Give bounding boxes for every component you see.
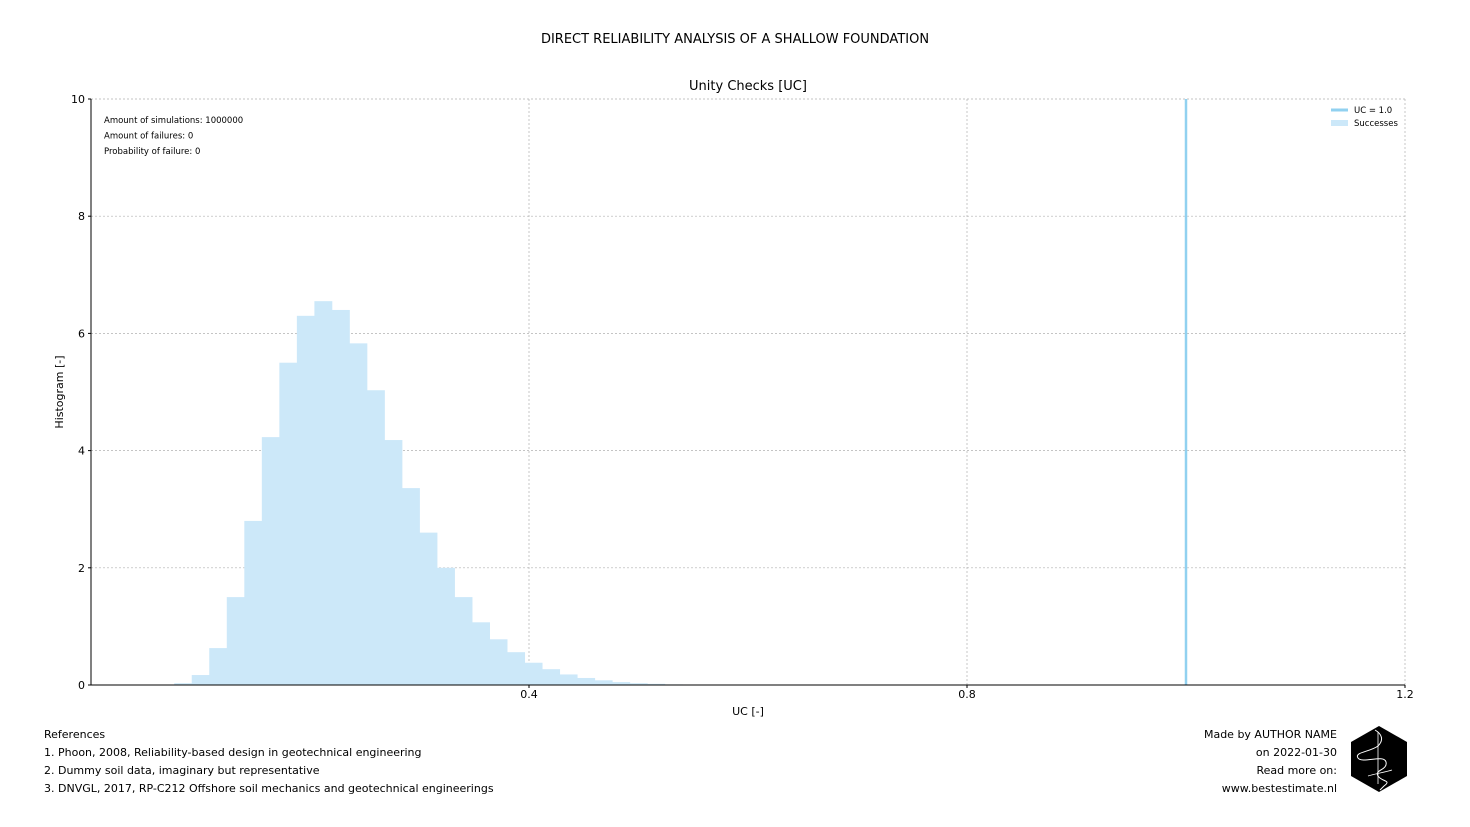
histogram-bar <box>279 362 298 685</box>
histogram-bar <box>577 677 596 685</box>
stats-annotations: Amount of simulations: 1000000 Amount of … <box>104 116 243 157</box>
stats-annotation: Probability of failure: 0 <box>104 147 200 157</box>
histogram-bars <box>174 301 683 685</box>
y-tick-label: 2 <box>78 562 85 575</box>
stats-annotation: Amount of failures: 0 <box>104 132 193 142</box>
histogram-bar <box>542 669 561 685</box>
histogram-bar <box>349 343 368 685</box>
legend-label-successes: Successes <box>1354 119 1398 129</box>
histogram-bar <box>524 662 543 685</box>
y-tick-label: 6 <box>78 327 85 340</box>
date-credit: on 2022-01-30 <box>1255 746 1337 759</box>
histogram-bar <box>629 683 648 685</box>
author-credit: Made by AUTHOR NAME <box>1203 728 1337 741</box>
x-tick-label: 0.4 <box>520 688 538 701</box>
reference-item: 3. DNVGL, 2017, RP-C212 Offshore soil me… <box>44 782 494 795</box>
chart-title: Unity Checks [UC] <box>689 79 807 94</box>
histogram-bar <box>296 315 315 685</box>
website-link[interactable]: www.bestestimate.nl <box>1221 782 1337 795</box>
y-tick-label: 0 <box>78 679 85 692</box>
histogram-bar <box>507 652 526 685</box>
legend-swatch-successes <box>1331 120 1348 126</box>
histogram-bar <box>437 567 455 685</box>
histogram-bar <box>209 648 228 685</box>
histogram-bar <box>594 680 613 685</box>
histogram-bar <box>174 683 193 685</box>
histogram-bar <box>419 532 438 685</box>
histogram-bar <box>226 597 245 685</box>
histogram-bar <box>612 682 631 685</box>
histogram-bar <box>559 674 578 685</box>
histogram-bar <box>314 301 333 685</box>
stats-annotation: Amount of simulations: 1000000 <box>104 116 243 126</box>
y-tick-label: 10 <box>71 93 85 106</box>
x-tick-label: 0.8 <box>958 688 976 701</box>
reference-item: 2. Dummy soil data, imaginary but repres… <box>44 764 320 777</box>
read-more-label: Read more on: <box>1256 764 1337 777</box>
histogram-bar <box>454 597 473 685</box>
x-axis-label: UC [-] <box>732 705 764 718</box>
logo-icon <box>1351 726 1407 792</box>
legend: UC = 1.0 Successes <box>1331 106 1398 129</box>
y-tick-label: 8 <box>78 210 85 223</box>
histogram-bar <box>472 622 490 685</box>
histogram-bar <box>384 440 403 685</box>
histogram-bar <box>331 309 350 685</box>
tick-labels: 0 2 4 6 8 10 0.4 0.8 1.2 <box>71 93 1414 701</box>
histogram-bar <box>489 639 508 685</box>
y-tick-label: 4 <box>78 445 85 458</box>
references-block: References 1. Phoon, 2008, Reliability-b… <box>44 726 494 798</box>
reference-item: 1. Phoon, 2008, Reliability-based design… <box>44 746 422 759</box>
axes-frame <box>90 99 1405 686</box>
figure-title: DIRECT RELIABILITY ANALYSIS OF A SHALLOW… <box>540 32 930 47</box>
histogram-bar <box>366 390 385 685</box>
histogram-bar <box>244 520 263 685</box>
y-axis-label: Histogram [-] <box>53 355 66 428</box>
credits-block: Made by AUTHOR NAME on 2022-01-30 Read m… <box>1204 726 1337 798</box>
legend-label-reference: UC = 1.0 <box>1354 106 1392 116</box>
grid-lines <box>91 98 1406 685</box>
histogram-bar <box>261 437 280 685</box>
histogram-bar <box>191 675 210 685</box>
x-tick-label: 1.2 <box>1396 688 1414 701</box>
histogram-bar <box>401 488 420 685</box>
histogram-bar <box>647 683 666 685</box>
references-heading: References <box>44 728 106 741</box>
